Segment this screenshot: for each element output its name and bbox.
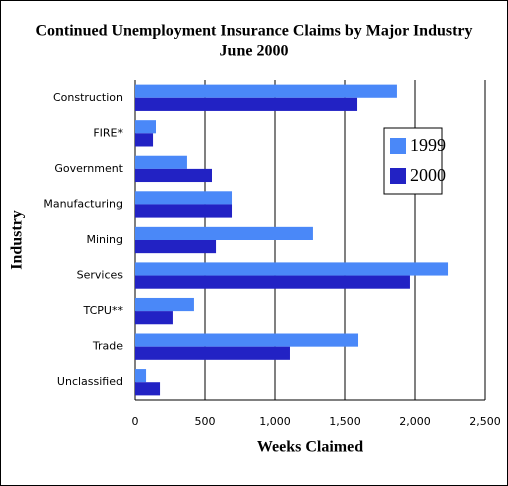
bar xyxy=(135,97,358,111)
bar xyxy=(135,120,156,134)
bar xyxy=(135,204,233,218)
x-tick-label: 0 xyxy=(132,415,139,428)
x-axis-label: Weeks Claimed xyxy=(257,439,363,456)
bar xyxy=(135,84,397,98)
legend-label: 1999 xyxy=(410,135,446,155)
bar xyxy=(135,240,217,254)
bar xyxy=(135,191,233,205)
bar xyxy=(135,311,173,325)
x-tick-label: 2,500 xyxy=(469,415,501,428)
x-tick-label: 1,500 xyxy=(329,415,361,428)
bar xyxy=(135,133,154,147)
bar xyxy=(135,155,187,169)
y-tick-label: Unclassified xyxy=(57,375,123,388)
y-tick-label: Government xyxy=(54,162,123,175)
bar xyxy=(135,168,212,183)
y-tick-label: FIRE* xyxy=(93,126,123,139)
legend-swatch xyxy=(390,168,406,184)
y-tick-label: Trade xyxy=(92,340,123,353)
bar xyxy=(135,346,290,360)
bar xyxy=(135,297,194,312)
y-tick-label: TCPU** xyxy=(83,304,124,317)
y-tick-label: Services xyxy=(77,269,124,282)
chart-subtitle: June 2000 xyxy=(220,43,289,60)
x-tick-label: 2,000 xyxy=(399,415,431,428)
x-tick-label: 500 xyxy=(195,415,216,428)
x-tick-label: 1,000 xyxy=(259,415,291,428)
bar xyxy=(135,226,313,240)
bar xyxy=(135,275,410,289)
legend-label: 2000 xyxy=(410,165,446,185)
y-tick-label: Manufacturing xyxy=(43,197,123,210)
y-axis-label: Industry xyxy=(9,210,26,270)
bar xyxy=(135,262,449,276)
bar xyxy=(135,369,147,383)
legend-swatch xyxy=(390,138,406,154)
bar xyxy=(135,333,359,347)
y-tick-label: Construction xyxy=(53,91,123,104)
chart-title: Continued Unemployment Insurance Claims … xyxy=(35,23,472,40)
bar xyxy=(135,382,161,396)
y-tick-label: Mining xyxy=(86,233,123,246)
